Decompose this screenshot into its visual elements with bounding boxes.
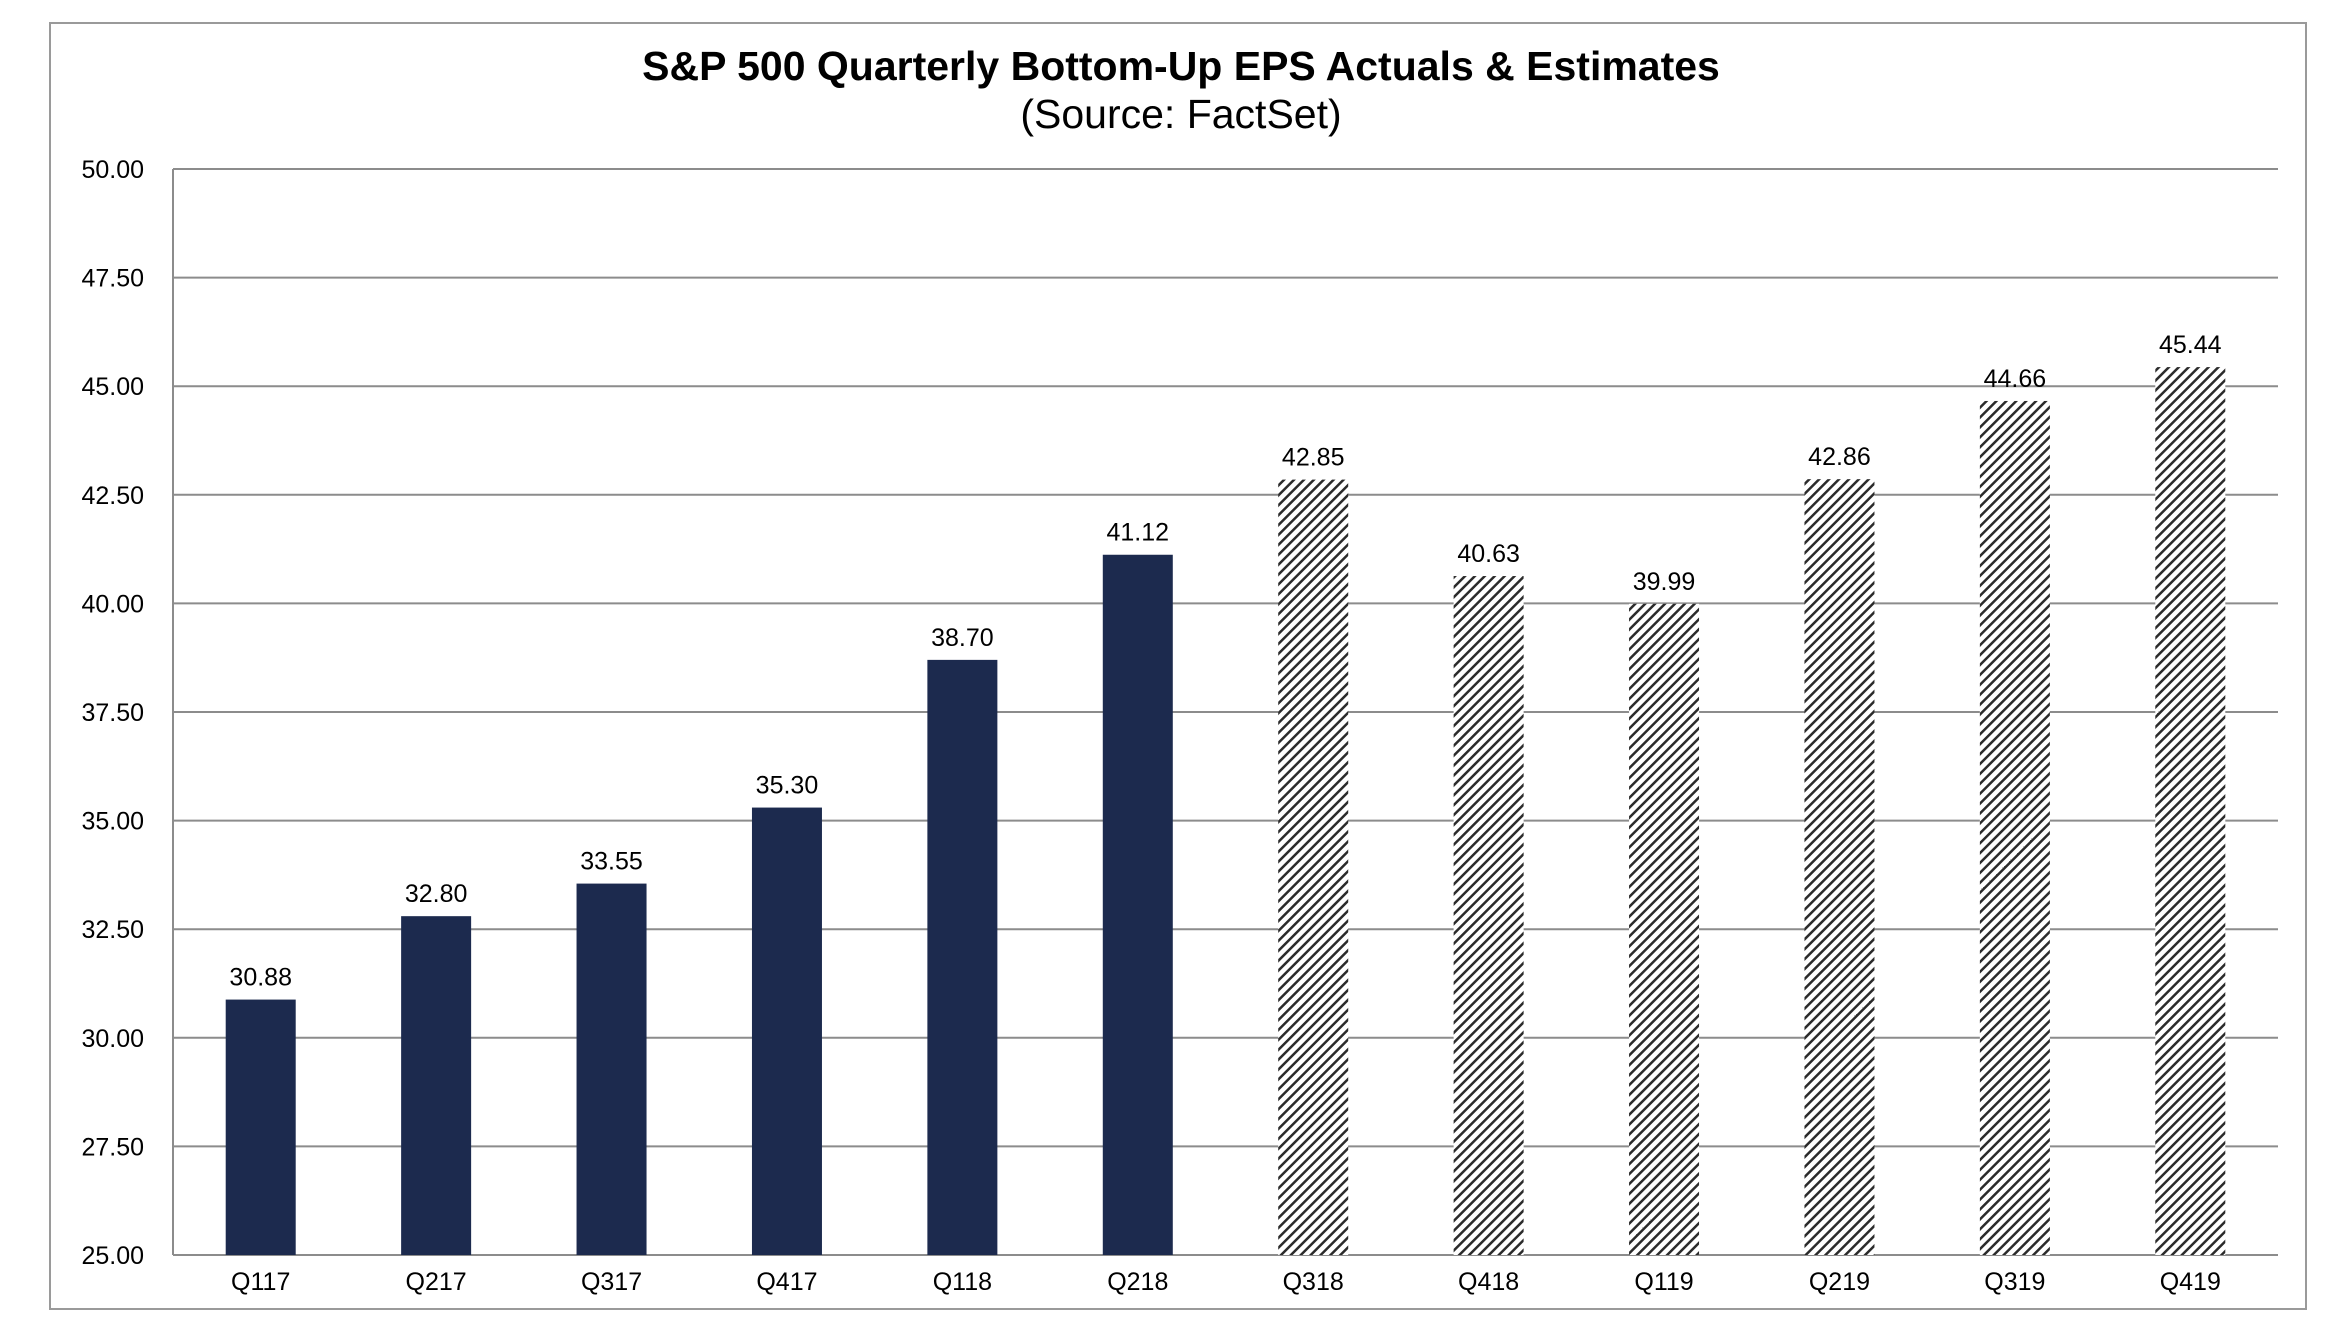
data-label-q419: 45.44 (2159, 331, 2222, 359)
y-axis-ticks: 25.00 27.50 30.00 32.50 35.00 37.50 40.00 42.50… (81, 156, 144, 1270)
x-tick-label: Q119 (1634, 1268, 1693, 1296)
y-tick-label: 27.50 (81, 1133, 144, 1161)
y-tick-label: 32.50 (81, 916, 144, 944)
bar-q317 (576, 883, 647, 1255)
bar-q318 (1278, 479, 1349, 1255)
data-label-q317: 33.55 (580, 848, 643, 876)
data-label-q418: 40.63 (1457, 540, 1520, 568)
data-label-q218: 41.12 (1107, 519, 1170, 547)
data-label-q219: 42.86 (1808, 443, 1871, 471)
data-labels: 30.88 32.80 33.55 35.30 38.70 41.12 42.85 40.63… (229, 331, 2221, 991)
x-tick-label: Q118 (933, 1268, 992, 1296)
bar-q319 (1979, 400, 2050, 1255)
bar-q217 (401, 916, 472, 1255)
data-label-q417: 35.30 (756, 772, 819, 800)
x-tick-label: Q318 (1283, 1268, 1344, 1296)
y-tick-label: 45.00 (81, 373, 144, 401)
data-label-q319: 44.66 (1984, 365, 2047, 393)
y-tick-label: 40.00 (81, 590, 144, 618)
y-tick-label: 30.00 (81, 1025, 144, 1053)
data-label-q117: 30.88 (229, 964, 292, 992)
y-tick-label: 37.50 (81, 699, 144, 727)
bar-q219 (1804, 479, 1875, 1255)
bar-q417 (751, 807, 822, 1255)
data-label-q119: 39.99 (1633, 568, 1696, 596)
x-tick-label: Q419 (2160, 1268, 2221, 1296)
x-tick-label: Q418 (1458, 1268, 1519, 1296)
data-label-q318: 42.85 (1282, 444, 1345, 472)
y-tick-label: 35.00 (81, 808, 144, 836)
bar-q218 (1102, 554, 1173, 1255)
x-axis-ticks: Q117 Q217 Q317 Q417 Q118 Q218 Q318 Q418 Q119 Q219… (231, 1268, 2221, 1296)
data-label-q217: 32.80 (405, 880, 468, 908)
bars (225, 367, 2226, 1255)
bar-q418 (1453, 576, 1524, 1255)
bar-q419 (2155, 367, 2226, 1255)
y-tick-label: 25.00 (81, 1242, 144, 1270)
bar-q119 (1629, 603, 1700, 1255)
y-tick-label: 42.50 (81, 482, 144, 510)
chart-title: S&P 500 Quarterly Bottom-Up EPS Actuals … (642, 43, 1720, 89)
x-tick-label: Q319 (1984, 1268, 2045, 1296)
gridlines (173, 168, 2278, 1256)
x-tick-label: Q417 (756, 1268, 817, 1296)
y-tick-label: 50.00 (81, 156, 144, 184)
x-tick-label: Q317 (581, 1268, 642, 1296)
chart-subtitle: (Source: FactSet) (1020, 91, 1341, 137)
bar-q118 (927, 659, 998, 1255)
x-tick-label: Q217 (406, 1268, 467, 1296)
x-tick-label: Q219 (1809, 1268, 1870, 1296)
bar-q117 (225, 999, 296, 1255)
y-tick-label: 47.50 (81, 265, 144, 293)
data-label-q118: 38.70 (931, 624, 994, 652)
x-tick-label: Q218 (1107, 1268, 1168, 1296)
x-tick-label: Q117 (231, 1268, 290, 1296)
